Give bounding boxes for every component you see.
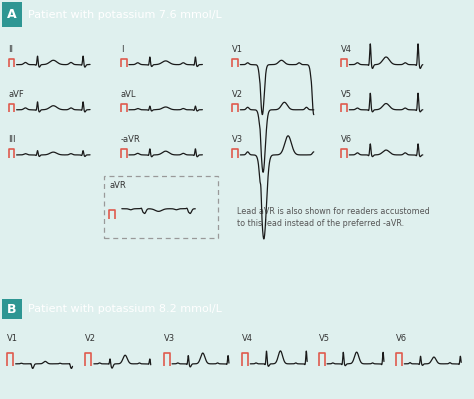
Text: V4: V4 — [242, 334, 253, 343]
Text: III: III — [9, 135, 16, 144]
Text: aVR: aVR — [109, 181, 126, 190]
Text: V4: V4 — [341, 45, 352, 53]
Text: aVL: aVL — [121, 90, 137, 99]
Text: II: II — [9, 45, 14, 53]
Text: V2: V2 — [85, 334, 96, 343]
Text: V2: V2 — [232, 90, 243, 99]
Text: B: B — [7, 303, 17, 316]
Text: -aVR: -aVR — [121, 135, 141, 144]
Bar — [2, 299, 22, 319]
Text: V6: V6 — [341, 135, 352, 144]
Text: I: I — [121, 45, 123, 53]
Text: Lead aVR is also shown for readers accustomed
to this lead instead of the prefer: Lead aVR is also shown for readers accus… — [237, 207, 430, 229]
Text: V6: V6 — [396, 334, 407, 343]
Text: V1: V1 — [7, 334, 18, 343]
Text: V5: V5 — [319, 334, 329, 343]
Text: V5: V5 — [341, 90, 352, 99]
Text: Patient with potassium 7.6 mmol/L: Patient with potassium 7.6 mmol/L — [28, 10, 222, 20]
Text: V1: V1 — [232, 45, 243, 53]
Text: V3: V3 — [164, 334, 174, 343]
Text: V3: V3 — [232, 135, 243, 144]
Text: A: A — [7, 8, 17, 21]
Text: Patient with potassium 8.2 mmol/L: Patient with potassium 8.2 mmol/L — [28, 304, 222, 314]
FancyBboxPatch shape — [104, 176, 218, 238]
Text: aVF: aVF — [9, 90, 24, 99]
Bar — [2, 2, 22, 27]
